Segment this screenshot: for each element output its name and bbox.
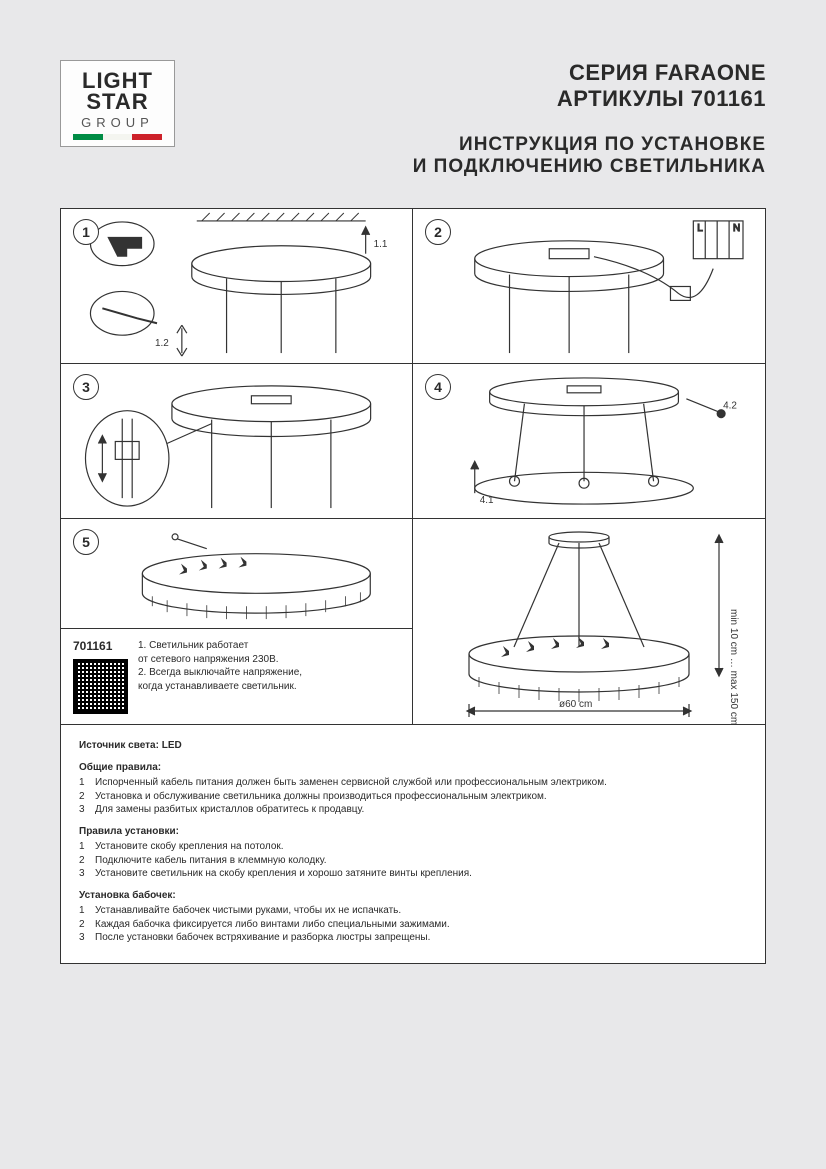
qr-code-icon (73, 659, 128, 714)
step-number: 3 (73, 374, 99, 400)
rule-item: 2Установка и обслуживание светильника до… (79, 790, 747, 804)
step-4: 4 (413, 364, 765, 519)
manual-title-2: И ПОДКЛЮЧЕНИЮ СВЕТИЛЬНИКА (205, 156, 766, 178)
sublabel-4-1: 4.1 (480, 495, 494, 506)
instructions-block: Источник света: LED Общие правила: 1Испо… (61, 725, 765, 963)
step-5: 5 (61, 519, 412, 629)
diameter-dimension: ø60 cm (559, 699, 592, 710)
title-block: СЕРИЯ FARAONE АРТИКУЛЫ 701161 ИНСТРУКЦИЯ… (205, 60, 766, 178)
butterfly-rules-title: Установка бабочек: (79, 889, 747, 903)
rule-item: 3Для замены разбитых кристаллов обратите… (79, 803, 747, 817)
final-product: min 10 cm … max 150 cm ø60 cm (413, 519, 765, 724)
info-panel: 701161 1. Светильник работает от сетевог… (61, 629, 412, 724)
diagram-2-icon: L N (413, 209, 765, 363)
step-2: 2 L N (413, 209, 765, 364)
logo-line2: STAR (73, 92, 162, 113)
step-number: 1 (73, 219, 99, 245)
article-number: 701161 (73, 639, 128, 653)
svg-text:N: N (733, 223, 740, 234)
note-line: когда устанавливаете светильник. (138, 680, 302, 694)
step-number: 5 (73, 529, 99, 555)
logo-line3: GROUP (73, 115, 162, 130)
diagram-3-icon (61, 364, 412, 518)
manual-title-1: ИНСТРУКЦИЯ ПО УСТАНОВКЕ (205, 134, 766, 156)
install-rules-title: Правила установки: (79, 825, 747, 839)
rule-item: 1Устанавливайте бабочек чистыми руками, … (79, 904, 747, 918)
height-dimension: min 10 cm … max 150 cm (728, 609, 739, 724)
italian-flag-icon (73, 134, 162, 140)
general-rules-title: Общие правила: (79, 761, 747, 775)
note-line: от сетевого напряжения 230В. (138, 653, 302, 667)
rule-item: 1Испорченный кабель питания должен быть … (79, 776, 747, 790)
svg-text:L: L (697, 223, 703, 234)
sublabel-1-1: 1.1 (374, 239, 388, 250)
notes: 1. Светильник работает от сетевого напря… (138, 639, 302, 693)
logo: LIGHT STAR GROUP (60, 60, 175, 147)
diagram-5-icon (61, 519, 412, 628)
product-drawing-icon: min 10 cm … max 150 cm ø60 cm (413, 519, 765, 724)
diagram-1-icon: 1.1 1.2 (61, 209, 412, 363)
diagram-grid: 1 (61, 209, 765, 725)
rule-item: 2Каждая бабочка фиксируется либо винтами… (79, 918, 747, 932)
step-1: 1 (61, 209, 413, 364)
rule-item: 3Установите светильник на скобу креплени… (79, 867, 747, 881)
step-3: 3 (61, 364, 413, 519)
series-title: СЕРИЯ FARAONE (205, 60, 766, 86)
main-frame: 1 (60, 208, 766, 964)
diagram-4-icon: 4.1 4.2 (413, 364, 765, 518)
header: LIGHT STAR GROUP СЕРИЯ FARAONE АРТИКУЛЫ … (60, 60, 766, 178)
light-source: Источник света: LED (79, 739, 747, 753)
sublabel-1-2: 1.2 (155, 338, 169, 349)
note-line: 2. Всегда выключайте напряжение, (138, 666, 302, 680)
step-5-and-info: 5 (61, 519, 413, 724)
rule-item: 1Установите скобу крепления на потолок. (79, 840, 747, 854)
rule-item: 3После установки бабочек встряхивание и … (79, 931, 747, 945)
article-title: АРТИКУЛЫ 701161 (205, 86, 766, 112)
step-number: 2 (425, 219, 451, 245)
rule-item: 2Подключите кабель питания в клеммную ко… (79, 854, 747, 868)
step-number: 4 (425, 374, 451, 400)
note-line: 1. Светильник работает (138, 639, 302, 653)
sublabel-4-2: 4.2 (723, 401, 737, 412)
